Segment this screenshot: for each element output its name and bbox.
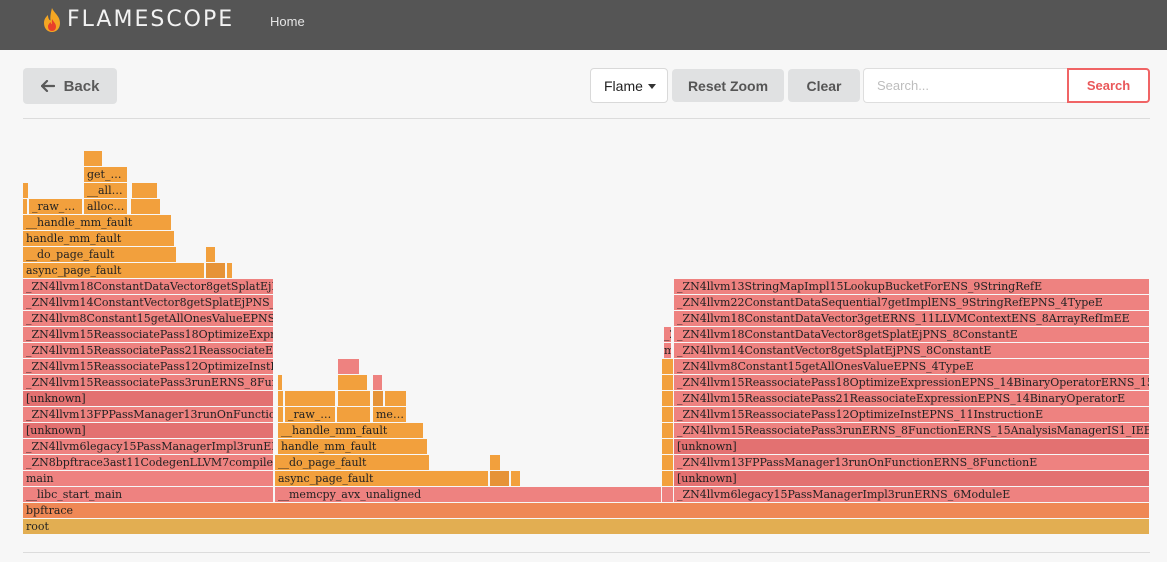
flame-frame[interactable]: [unknown] [674,471,1149,486]
flame-frame[interactable]: _ZN4llvm14ConstantVector8getSplatEjPNS_8… [23,295,273,310]
flame-frame[interactable] [662,407,673,422]
flame-frame[interactable]: _ZN4llvm15ReassociatePass18OptimizeExpre… [674,375,1149,390]
flame-frame[interactable]: _ZN4llvm8Constant15getAllOnesValueEPNS_… [23,311,273,326]
arrow-left-icon [40,80,55,92]
flame-frame[interactable]: _raw_… [285,407,335,422]
flame-frame[interactable]: _ZN8bpftrace3ast11CodegenLLVM7compileE… [23,455,273,470]
flame-frame[interactable] [373,391,383,406]
flame-frame[interactable] [285,391,335,406]
flame-frame[interactable] [131,199,160,214]
graph-mode-dropdown[interactable]: Flame [590,68,668,103]
flame-frame[interactable]: __do_page_fault [23,247,176,262]
flame-frame[interactable] [337,407,370,422]
flame-frame[interactable] [206,247,215,262]
flame-frame[interactable]: async_page_fault [275,471,488,486]
flame-frame[interactable]: _ZN4llvm18ConstantDataVector8getSplatEjP… [674,327,1149,342]
flame-frame[interactable]: _ZN4llvm6legacy15PassManagerImpl3runER… [23,439,273,454]
flame-frame[interactable]: __memcpy_avx_unaligned [275,487,661,502]
flame-frame[interactable] [84,151,102,166]
flame-frame[interactable]: _ZN4llvm15ReassociatePass12OptimizeInstE… [23,359,273,374]
flame-frame[interactable] [206,263,225,278]
flame-frame[interactable]: _ZN4llvm6legacy15PassManagerImpl3runERNS… [674,487,1149,502]
flame-frame[interactable] [662,455,673,470]
flame-frame[interactable]: async_page_fault [23,263,204,278]
flame-frame[interactable]: __libc_start_main [23,487,273,502]
flame-frame[interactable]: main [664,343,671,358]
flame-frame[interactable]: bpftrace [23,503,1149,518]
flame-frame[interactable]: root [23,519,1149,534]
flame-frame[interactable] [511,471,520,486]
flame-frame[interactable]: _ZN4llvm15ReassociatePass21ReassociateEx… [23,343,273,358]
back-button[interactable]: Back [23,68,117,104]
flame-frame[interactable] [662,391,673,406]
flame-frame[interactable]: _ZN8bpftrace3ast11CodegenLLVM7compileENS… [664,327,671,342]
flame-frame[interactable] [373,375,382,390]
flame-frame[interactable] [278,391,283,406]
flame-frame[interactable]: main [23,471,273,486]
flame-frame[interactable]: [unknown] [23,391,273,406]
flame-frame[interactable]: __handle_mm_fault [278,423,423,438]
flame-frame[interactable] [338,375,367,390]
flame-frame[interactable]: _ZN4llvm13StringMapImpl15LookupBucketFor… [674,279,1149,294]
flame-frame[interactable]: _ZN4llvm14ConstantVector8getSplatEjPNS_8… [674,343,1149,358]
brand[interactable]: FLAMESCOPE [41,6,234,34]
flame-frame[interactable]: handle_mm_fault [278,439,427,454]
flame-frame[interactable] [278,407,283,422]
flame-frame[interactable] [662,471,673,486]
flame-frame[interactable] [338,359,359,374]
search-button[interactable]: Search [1067,68,1150,103]
flame-frame[interactable]: _ZN4llvm15ReassociatePass21ReassociateEx… [674,391,1149,406]
flame-frame[interactable]: _ZN4llvm15ReassociatePass18OptimizeExpre… [23,327,273,342]
flame-frame[interactable] [490,455,500,470]
flame-frame[interactable]: _ZN4llvm22ConstantDataSequential7getImpl… [674,295,1149,310]
flame-frame[interactable] [662,359,673,374]
flame-frame[interactable]: get_… [84,167,127,182]
reset-zoom-button[interactable]: Reset Zoom [672,69,784,102]
flame-frame[interactable]: _ZN4llvm15ReassociatePass12OptimizeInstE… [674,407,1149,422]
caret-down-icon [648,84,656,89]
flame-frame[interactable] [662,439,673,454]
graph-mode-selected: Flame [604,77,643,94]
flame-frame[interactable]: _ZN4llvm13FPPassManager13runOnFunctionER… [674,455,1149,470]
flame-frame[interactable]: __all… [84,183,127,198]
flame-frame[interactable]: __do_page_fault [275,455,429,470]
brand-title: FLAMESCOPE [67,7,235,32]
flame-frame[interactable]: _ZN4llvm18ConstantDataVector8getSplatEjP… [23,279,273,294]
flame-frame[interactable] [23,183,28,198]
flame-frame[interactable] [338,391,370,406]
clear-button[interactable]: Clear [788,69,860,102]
flame-frame[interactable]: handle_mm_fault [23,231,174,246]
flame-frame[interactable] [278,375,282,390]
flame-frame[interactable]: [unknown] [23,423,273,438]
flame-frame[interactable]: [unknown] [674,439,1149,454]
flame-frame[interactable]: _ZN4llvm8Constant15getAllOnesValueEPNS_4… [674,359,1149,374]
flame-frame[interactable]: _ZN4llvm15ReassociatePass3runERNS_8Funct… [674,423,1149,438]
flame-frame[interactable]: __handle_mm_fault [23,215,171,230]
flame-frame[interactable] [662,375,673,390]
flame-frame[interactable] [385,391,406,406]
flame-frame[interactable]: me… [373,407,406,422]
navbar: FLAMESCOPE Home [0,0,1167,50]
flame-frame[interactable] [132,183,157,198]
flame-frame[interactable]: alloc… [84,199,127,214]
nav-home-link[interactable]: Home [270,14,305,29]
flame-frame[interactable]: _ZN4llvm18ConstantDataVector3getERNS_11L… [674,311,1149,326]
bottom-divider [23,552,1150,553]
flame-frame[interactable]: _raw_… [29,199,82,214]
flame-frame[interactable] [490,471,509,486]
search-input[interactable] [863,68,1069,103]
flame-frame[interactable] [227,263,232,278]
flame-frame[interactable] [662,487,673,502]
back-button-label: Back [63,77,100,95]
flame-frame[interactable] [23,199,27,214]
flame-icon [44,8,60,32]
flame-frame[interactable] [662,423,673,438]
top-divider [23,118,1150,119]
flame-frame[interactable]: _ZN4llvm13FPPassManager13runOnFunction… [23,407,273,422]
flame-frame[interactable]: _ZN4llvm15ReassociatePass3runERNS_8Func… [23,375,273,390]
